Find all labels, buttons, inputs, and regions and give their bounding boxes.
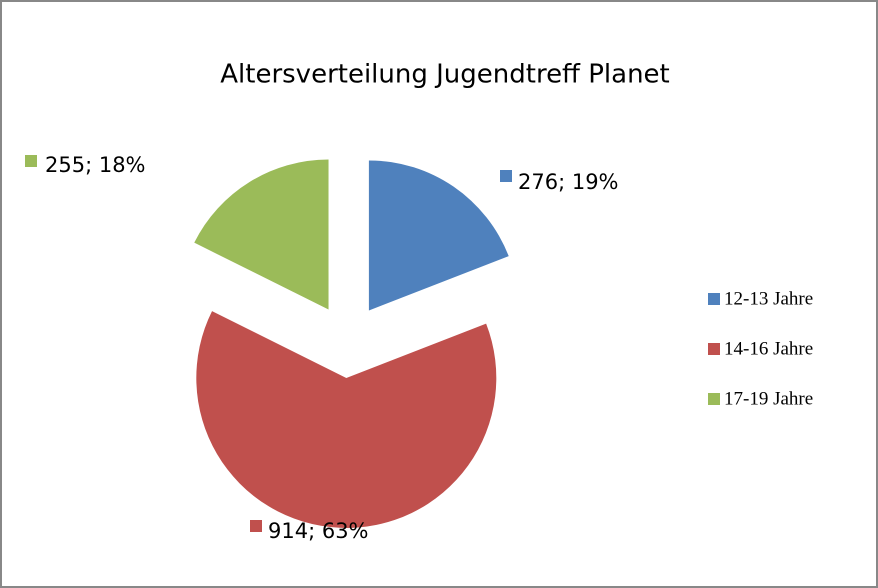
legend-key — [708, 343, 720, 355]
label-key — [25, 155, 37, 167]
legend-label: 17-19 Jahre — [724, 388, 813, 409]
legend-label: 14-16 Jahre — [724, 338, 813, 359]
legend-label: 12-13 Jahre — [724, 288, 813, 309]
data-label: 276; 19% — [518, 170, 619, 194]
label-key — [500, 170, 512, 182]
legend-key — [708, 293, 720, 305]
data-label: 914; 63% — [268, 519, 369, 543]
pie-slice — [196, 311, 497, 528]
chart-title: Altersverteilung Jugendtreff Planet — [220, 60, 670, 90]
pie-slice — [194, 159, 329, 310]
legend-key — [708, 393, 720, 405]
data-label: 255; 18% — [45, 153, 146, 177]
pie-slice — [368, 160, 509, 311]
label-key — [250, 520, 262, 532]
